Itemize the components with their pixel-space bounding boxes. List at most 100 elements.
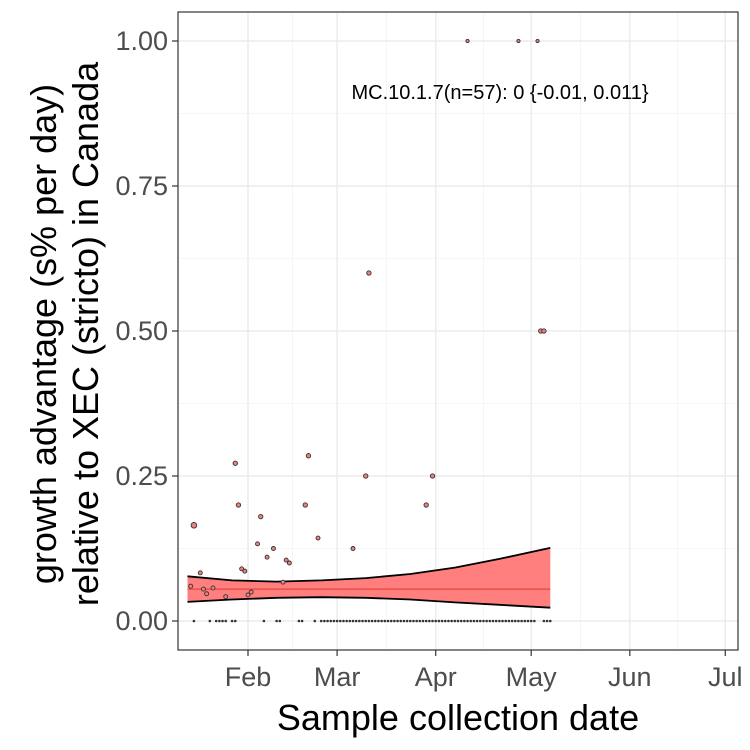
- data-point: [248, 589, 254, 595]
- data-point: [235, 502, 242, 508]
- zero-point: [412, 619, 415, 623]
- data-point: [315, 535, 321, 541]
- zero-point: [377, 619, 380, 623]
- data-point: [280, 579, 286, 585]
- zero-point: [329, 619, 333, 623]
- zero-point: [192, 619, 196, 623]
- data-point: [239, 566, 245, 572]
- zero-point: [459, 619, 463, 623]
- zero-point: [501, 619, 504, 623]
- zero-point: [326, 619, 329, 623]
- zero-point: [443, 619, 447, 623]
- zero-point: [533, 619, 536, 623]
- zero-point: [345, 619, 348, 623]
- data-point: [264, 554, 270, 560]
- data-point: [232, 460, 238, 466]
- zero-point: [367, 619, 371, 623]
- zero-point: [373, 619, 377, 623]
- data-point: [271, 546, 276, 551]
- zero-point: [319, 619, 323, 623]
- zero-point: [526, 619, 530, 623]
- zero-point: [393, 619, 396, 623]
- zero-point: [421, 619, 425, 623]
- zero-point: [218, 619, 221, 623]
- y-axis-title-line-2: relative to XEC (stricto) in Canada: [65, 61, 106, 606]
- zero-point: [478, 619, 482, 623]
- data-point: [363, 473, 369, 479]
- zero-point: [399, 619, 403, 623]
- data-point: [429, 473, 436, 479]
- zero-point: [437, 619, 441, 623]
- x-tick-label: Apr: [415, 662, 457, 692]
- y-tick-label: 1.00: [115, 26, 168, 56]
- zero-point: [262, 619, 266, 623]
- zero-point: [475, 619, 479, 623]
- x-tick-label: Mar: [314, 662, 361, 692]
- zero-point: [545, 619, 549, 623]
- x-tick-label: May: [506, 662, 558, 692]
- data-point: [204, 591, 210, 597]
- zero-point: [275, 619, 278, 623]
- annotation: MC.10.1.7(n=57): 0 {-0.01, 0.011}: [351, 82, 648, 104]
- zero-point: [418, 619, 422, 623]
- data-point: [305, 453, 312, 459]
- zero-point: [491, 619, 495, 623]
- zero-point: [408, 619, 412, 623]
- zero-point: [342, 619, 345, 623]
- data-point: [197, 570, 203, 576]
- data-point: [283, 557, 289, 563]
- zero-point: [415, 619, 418, 623]
- zero-point: [466, 619, 469, 623]
- zero-points-layer: [192, 619, 552, 623]
- zero-point: [233, 619, 237, 623]
- zero-point: [428, 619, 431, 623]
- data-point: [245, 592, 251, 598]
- zero-point: [542, 619, 546, 623]
- zero-point: [548, 619, 552, 623]
- zero-point: [520, 619, 523, 623]
- zero-point: [208, 619, 212, 623]
- zero-point: [364, 619, 368, 623]
- zero-point: [504, 619, 508, 623]
- data-point: [188, 583, 194, 589]
- data-point: [201, 586, 206, 592]
- zero-point: [513, 619, 517, 623]
- x-tick-label: Jun: [608, 662, 652, 692]
- data-point: [541, 328, 547, 334]
- data-point: [255, 541, 260, 547]
- x-tick-label: Feb: [225, 662, 272, 692]
- zero-point: [494, 619, 498, 623]
- data-point: [223, 594, 229, 600]
- zero-point: [300, 619, 304, 623]
- zero-point: [348, 619, 352, 623]
- zero-point: [214, 619, 218, 623]
- zero-point: [456, 619, 460, 623]
- data-point: [465, 38, 470, 44]
- zero-point: [396, 619, 399, 623]
- data-point: [366, 270, 372, 276]
- zero-point: [335, 619, 339, 623]
- zero-point: [405, 619, 409, 623]
- zero-point: [230, 619, 234, 623]
- zero-point: [221, 619, 224, 623]
- data-point: [423, 502, 429, 508]
- zero-point: [488, 619, 492, 623]
- zero-point: [297, 619, 301, 623]
- zero-point: [323, 619, 326, 623]
- zero-point: [434, 619, 438, 623]
- y-tick-label: 0.75: [115, 171, 168, 201]
- zero-point: [523, 619, 527, 623]
- zero-point: [383, 619, 387, 623]
- zero-point: [380, 619, 383, 623]
- zero-point: [472, 619, 476, 623]
- zero-point: [510, 619, 514, 623]
- zero-point: [332, 619, 336, 623]
- y-axis-title-line-1: growth advantage (s% per day): [23, 84, 64, 584]
- data-point: [516, 38, 521, 44]
- data-point: [190, 522, 198, 529]
- y-tick-label: 0.25: [115, 461, 168, 491]
- zero-point: [498, 619, 501, 623]
- zero-point: [402, 619, 406, 623]
- zero-point: [453, 619, 457, 623]
